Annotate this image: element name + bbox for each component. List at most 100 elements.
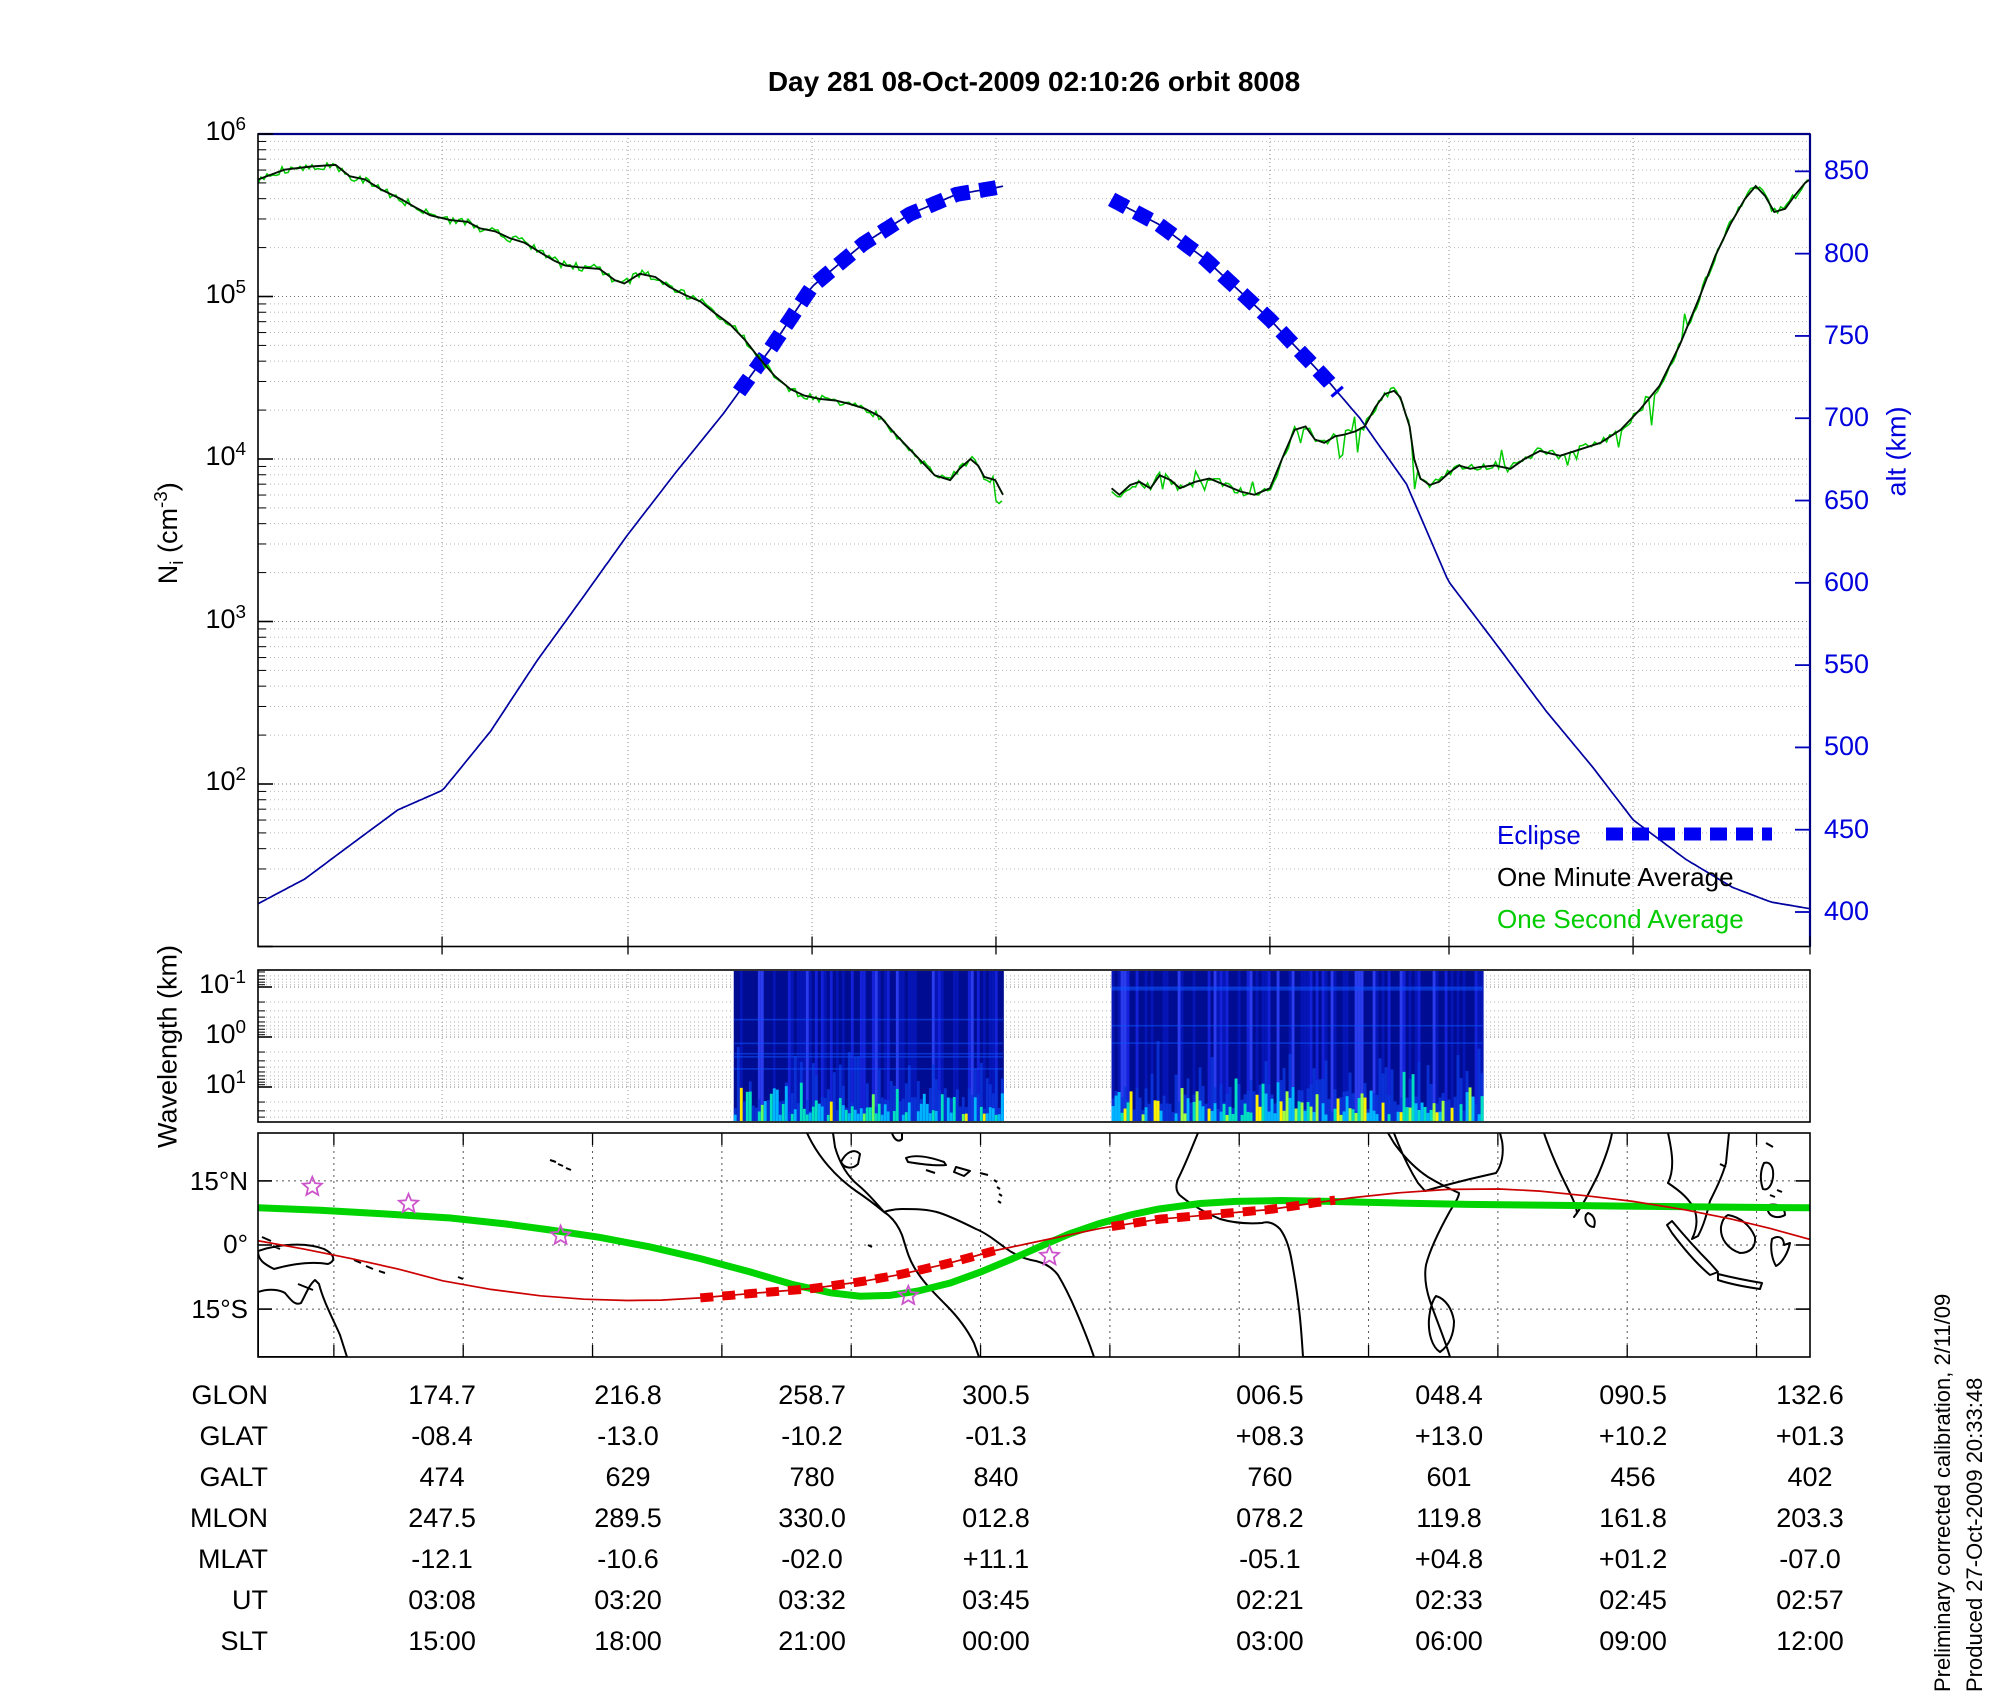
spectro-stripe-mid	[1120, 1097, 1124, 1121]
spectro-stripe	[760, 971, 764, 1121]
table-cell-MLON-5: 119.8	[1416, 1503, 1482, 1533]
spectro-stripe-bright	[838, 1098, 842, 1121]
spectro-stripe-bright	[1243, 1103, 1247, 1121]
spectro-stripe	[1477, 971, 1481, 1121]
spectro-stripe	[1174, 971, 1178, 1121]
spectro-stripe	[946, 971, 950, 1121]
spectro-stripe	[1303, 971, 1307, 1121]
spectro-stripe-bright	[1123, 1108, 1127, 1121]
spectro-stripe-mid	[793, 1056, 797, 1121]
spectro-stripe	[1372, 971, 1376, 1121]
spectro-stripe-mid	[1477, 1048, 1481, 1121]
spectro-stripe-bright	[931, 1110, 935, 1121]
spectro-stripe-bright	[1225, 1114, 1229, 1121]
spectro-stripe	[1144, 971, 1148, 1121]
spectro-stripe-bright	[1156, 1100, 1160, 1121]
spectro-stripe-bright	[1222, 1103, 1226, 1121]
spectro-stripe-bright	[988, 1107, 992, 1121]
spectro-stripe-bright	[1354, 1112, 1358, 1121]
axis-tick-marks	[258, 133, 1811, 1357]
spectro-stripe-bright	[850, 1106, 854, 1121]
spectro-stripe-bright	[934, 1110, 938, 1121]
spectro-stripe-bright	[1264, 1093, 1268, 1121]
spectro-stripe	[1360, 971, 1364, 1121]
spectro-stripe-bright	[1459, 1104, 1463, 1121]
spectro-stripe-bright	[964, 1113, 968, 1121]
spectro-stripe	[1297, 971, 1301, 1121]
spectro-stripe	[1333, 971, 1337, 1121]
spectro-stripe-mid	[1375, 1094, 1379, 1121]
spectro-stripe	[880, 971, 884, 1121]
table-cell-MLON-7: 203.3	[1776, 1503, 1844, 1533]
spectro-stripe-mid	[1144, 1088, 1148, 1121]
legend-eclipse-label: Eclipse	[1497, 820, 1581, 850]
spectro-stripe	[976, 971, 980, 1121]
spectro-stripe	[790, 971, 794, 1121]
spectro-stripe-bright	[1387, 1114, 1391, 1121]
ni-tick-label: 106	[205, 114, 246, 146]
spectro-stripe	[940, 971, 944, 1121]
eclipse-marker-arc	[733, 178, 1005, 397]
spectro-stripe-bright	[1249, 1112, 1253, 1121]
spectro-stripe	[1366, 971, 1370, 1121]
spectro-stripe-mid	[1351, 1093, 1355, 1121]
spectro-stripe-bright	[961, 1114, 965, 1121]
spectro-stripe	[889, 971, 893, 1121]
spectro-stripe	[985, 971, 989, 1121]
spectro-stripe	[1273, 971, 1277, 1121]
spectro-stripe-mid	[1330, 1111, 1334, 1121]
spectro-stripe-bright	[1372, 1110, 1376, 1121]
spectro-stripe-bright	[880, 1114, 884, 1121]
spectro-stripe	[1162, 971, 1166, 1121]
spectro-stripe-bright	[916, 1111, 920, 1121]
alt-tick-label: 800	[1824, 237, 1870, 268]
spectro-stripe-mid	[913, 1097, 917, 1121]
spectro-stripe-bright	[1480, 1096, 1484, 1121]
spectro-stripe-mid	[880, 1097, 884, 1121]
spectro-stripe-mid	[1165, 1103, 1169, 1121]
spectro-stripe	[922, 971, 926, 1121]
spectro-stripe-bright	[871, 1094, 875, 1121]
spectro-stripe-mid	[1372, 1093, 1376, 1121]
spectro-stripe-bright	[745, 1091, 749, 1121]
spectro-stripe	[883, 971, 887, 1121]
ground-station-star	[1037, 1243, 1062, 1267]
table-row-label-GLAT: GLAT	[199, 1421, 268, 1451]
spectro-stripe-mid	[790, 1093, 794, 1121]
spectro-stripe-bright	[1315, 1094, 1319, 1121]
spectro-stripe-mid	[1162, 1095, 1166, 1121]
spectro-stripe	[919, 971, 923, 1121]
spectro-stripe-mid	[787, 1111, 791, 1121]
spectro-stripe-mid	[976, 1093, 980, 1121]
spectro-stripe-mid	[988, 1084, 992, 1121]
spectro-stripe	[1474, 971, 1478, 1121]
table-cell-GLON-5: 048.4	[1415, 1380, 1483, 1410]
wavelength-tick-label: 101	[205, 1067, 246, 1099]
spectro-stripe-mid	[856, 1056, 860, 1121]
table-cell-SLT-1: 18:00	[594, 1626, 662, 1656]
spectro-stripe-mid	[733, 1108, 737, 1121]
spectro-stripe	[802, 971, 806, 1121]
spectro-stripe-mid	[1279, 1080, 1283, 1121]
spectro-stripe-bright	[793, 1109, 797, 1121]
spectro-stripe	[1327, 971, 1331, 1121]
spectro-stripe-mid	[886, 1100, 890, 1121]
spectro-stripe	[1225, 971, 1229, 1121]
spectro-stripe-bright	[1348, 1108, 1352, 1121]
spectro-stripe	[1171, 971, 1175, 1121]
spectro-stripe	[1219, 971, 1223, 1121]
spectro-stripe-bright	[907, 1102, 911, 1121]
table-cell-MLON-4: 078.2	[1236, 1503, 1304, 1533]
table-cell-UT-5: 02:33	[1415, 1585, 1483, 1615]
spectro-stripe	[859, 971, 863, 1121]
spectro-stripe-bright	[1174, 1113, 1178, 1121]
ground-station-star	[896, 1283, 921, 1306]
spectro-stripe	[841, 971, 845, 1121]
spectro-stripe-mid	[832, 1072, 836, 1121]
table-cell-MLON-3: 012.8	[962, 1503, 1030, 1533]
spectro-stripe-mid	[1246, 1090, 1250, 1121]
spectro-stripe-bright	[1450, 1107, 1454, 1121]
spectro-stripe	[1294, 971, 1298, 1121]
table-cell-MLON-6: 161.8	[1599, 1503, 1667, 1533]
